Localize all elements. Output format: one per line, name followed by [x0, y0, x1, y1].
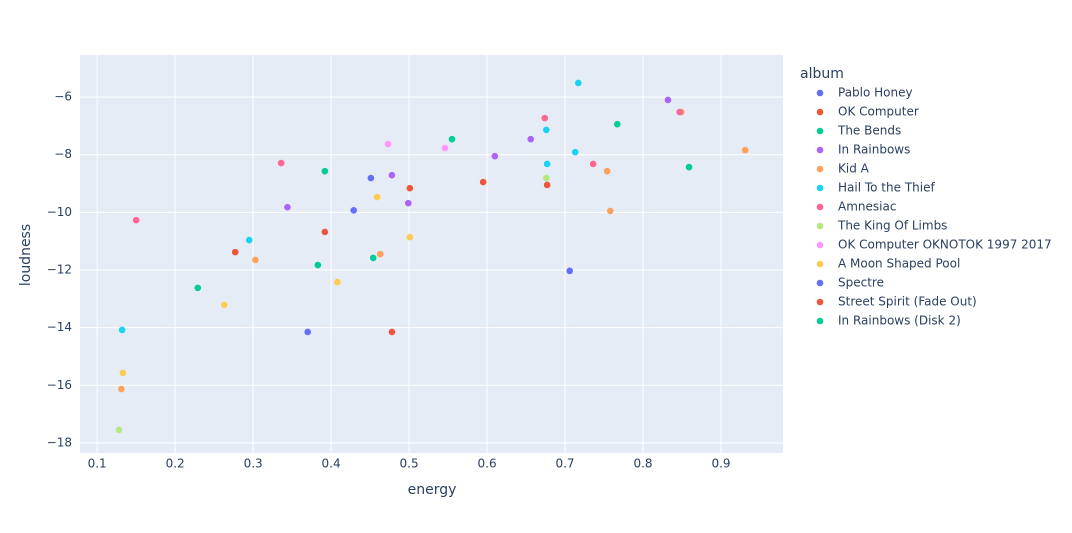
legend-marker [816, 317, 824, 325]
legend-marker [816, 127, 824, 135]
legend-marker [816, 260, 824, 268]
legend-label[interactable]: In Rainbows [838, 143, 910, 157]
data-point [527, 135, 535, 143]
data-point [314, 261, 322, 269]
data-point [613, 120, 621, 128]
data-point [574, 79, 582, 87]
y-tick-label: −18 [47, 435, 72, 449]
data-point [132, 216, 140, 224]
legend-title: album [800, 66, 844, 82]
data-point [369, 254, 377, 262]
legend-label[interactable]: OK Computer [838, 105, 919, 119]
legend-label[interactable]: Hail To the Thief [838, 181, 935, 195]
data-point [441, 144, 449, 152]
legend-marker [816, 165, 824, 173]
data-point [541, 114, 549, 122]
legend-label[interactable]: The Bends [837, 124, 901, 138]
legend-marker [816, 279, 824, 287]
y-tick-label: −12 [47, 262, 72, 276]
data-point [384, 140, 392, 148]
x-tick-label: 0.8 [633, 457, 652, 471]
data-point [388, 328, 396, 336]
y-tick-label: −8 [54, 147, 72, 161]
x-tick-label: 0.1 [88, 457, 107, 471]
plot-background [80, 55, 783, 453]
legend-marker [816, 203, 824, 211]
x-tick-label: 0.9 [711, 457, 730, 471]
x-tick-label: 0.7 [555, 457, 574, 471]
data-point [543, 174, 550, 182]
data-point [220, 301, 228, 309]
data-point [118, 326, 126, 334]
data-point [543, 160, 551, 168]
data-point [321, 228, 329, 236]
data-point [115, 426, 123, 434]
data-point [373, 193, 381, 201]
legend-marker [816, 241, 824, 249]
data-point [334, 278, 341, 286]
legend-label[interactable]: Pablo Honey [838, 86, 913, 100]
data-point [350, 207, 358, 214]
data-point [405, 199, 412, 207]
legend-label[interactable]: OK Computer OKNOTOK 1997 2017 [838, 238, 1052, 252]
legend-label[interactable]: Street Spirit (Fade Out) [838, 295, 977, 309]
data-point [367, 174, 375, 182]
data-point [376, 250, 384, 258]
y-tick-label: −14 [47, 320, 72, 334]
legend-marker [816, 108, 824, 116]
data-point [685, 163, 693, 171]
data-point [388, 171, 396, 179]
data-point [406, 233, 414, 241]
data-point [606, 207, 614, 215]
data-point [491, 152, 499, 160]
legend-label[interactable]: The King Of Limbs [837, 219, 947, 233]
data-point [245, 236, 253, 244]
data-point [304, 328, 312, 336]
data-point [284, 203, 291, 211]
data-point [543, 181, 551, 189]
data-point [543, 126, 550, 134]
x-axis-title: energy [408, 482, 457, 498]
data-point [321, 167, 329, 175]
data-point [231, 248, 239, 256]
x-tick-label: 0.3 [244, 457, 263, 471]
data-point [406, 184, 414, 192]
data-point [118, 385, 125, 393]
data-point [479, 178, 487, 186]
data-point [119, 369, 127, 377]
data-point [566, 267, 574, 275]
y-tick-label: −16 [47, 378, 72, 392]
legend-label[interactable]: In Rainbows (Disk 2) [838, 314, 961, 328]
legend-marker [816, 146, 824, 154]
legend-marker [816, 89, 824, 97]
x-tick-label: 0.5 [400, 457, 419, 471]
x-tick-label: 0.2 [166, 457, 185, 471]
data-point [194, 284, 202, 292]
legend-label[interactable]: Spectre [838, 276, 884, 290]
data-point [277, 159, 285, 167]
x-tick-label: 0.4 [322, 457, 341, 471]
x-tick-label: 0.6 [478, 457, 497, 471]
legend-label[interactable]: Amnesiac [838, 200, 896, 214]
data-point [741, 146, 749, 154]
data-point [252, 256, 259, 264]
legend-label[interactable]: Kid A [838, 162, 870, 176]
legend-marker [816, 298, 824, 306]
legend-label[interactable]: A Moon Shaped Pool [838, 257, 960, 271]
y-axis-title: loudness [18, 224, 34, 286]
y-tick-label: −6 [54, 90, 72, 104]
data-point [589, 160, 597, 168]
data-point [448, 135, 456, 143]
data-point [571, 148, 579, 156]
legend-marker [816, 222, 824, 230]
y-tick-label: −10 [47, 205, 72, 219]
data-point [664, 96, 672, 104]
data-point [676, 108, 683, 116]
data-point [603, 167, 611, 175]
legend-marker [816, 184, 824, 192]
